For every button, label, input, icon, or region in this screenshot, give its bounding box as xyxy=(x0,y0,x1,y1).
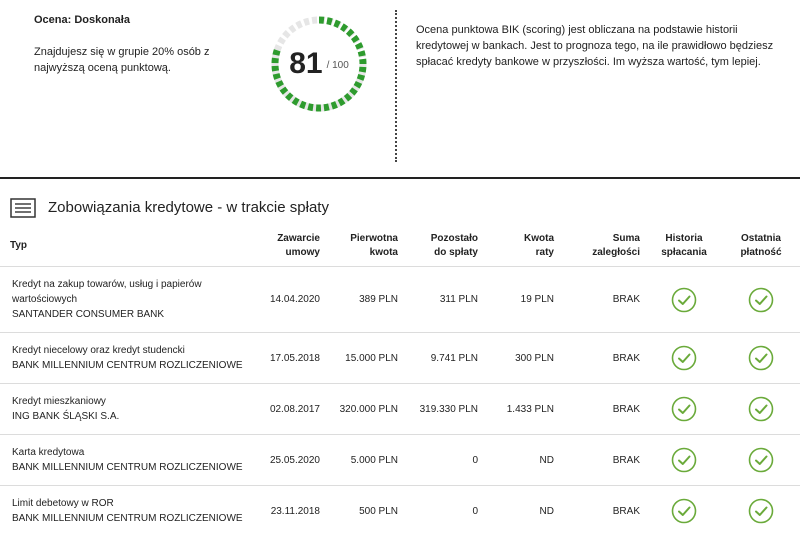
list-icon xyxy=(10,198,36,218)
credit-type: Kredyt niecelowy oraz kredyt studencki xyxy=(12,345,185,356)
installment-amount: 1.433 PLN xyxy=(484,383,560,435)
header-last-payment: Ostatnia płatność xyxy=(740,233,782,258)
check-icon xyxy=(748,498,774,524)
credit-type: Kredyt na zakup towarów, usług i papieró… xyxy=(12,279,202,290)
header-installment: Kwota raty xyxy=(524,233,554,258)
contract-date: 23.11.2018 xyxy=(250,485,326,536)
remaining-amount: 0 xyxy=(404,434,484,486)
arrears: BRAK xyxy=(560,485,646,536)
score-gauge-ring xyxy=(271,16,367,112)
header-type: Typ xyxy=(10,240,28,251)
original-amount: 389 PLN xyxy=(326,266,404,333)
credit-table: Typ Zawarcie umowy Pierwotna kwota Pozosta… xyxy=(0,226,800,536)
score-gauge: 81 / 100 xyxy=(268,13,370,115)
credit-type: Karta kredytowa xyxy=(12,447,85,458)
arrears: BRAK xyxy=(560,383,646,435)
section-title: Zobowiązania kredytowe - w trakcie spłat… xyxy=(48,199,329,216)
score-value: 81 xyxy=(289,47,323,80)
bank-name: SANTANDER CONSUMER BANK xyxy=(12,309,165,320)
table-row: Kredyt niecelowy oraz kredyt studencki B… xyxy=(0,332,800,384)
header-arrears: Suma zaległości xyxy=(592,233,640,258)
vertical-divider xyxy=(395,10,397,162)
check-icon xyxy=(671,287,697,312)
arrears: BRAK xyxy=(560,266,646,333)
check-icon xyxy=(671,498,697,524)
section-header: Zobowiązania kredytowe - w trakcie spłat… xyxy=(0,194,800,224)
check-icon xyxy=(671,396,697,422)
header-date: Zawarcie umowy xyxy=(277,233,320,258)
section-divider xyxy=(0,177,800,179)
rating-label: Ocena: Doskonała xyxy=(34,14,130,26)
check-icon xyxy=(748,345,774,371)
installment-amount: ND xyxy=(484,485,560,536)
installment-amount: 300 PLN xyxy=(484,332,560,384)
remaining-amount: 311 PLN xyxy=(404,266,484,333)
score-panel: Ocena: Doskonała Znajdujesz się w grupie… xyxy=(0,0,800,178)
check-icon xyxy=(748,396,774,422)
installment-amount: ND xyxy=(484,434,560,486)
check-icon xyxy=(671,447,697,473)
table-row: Limit debetowy w ROR BANK MILLENNIUM CEN… xyxy=(0,485,800,536)
check-icon xyxy=(671,345,697,371)
credit-type-continued: wartościowych xyxy=(12,294,78,305)
credit-type: Limit debetowy w ROR xyxy=(12,498,114,509)
contract-date: 25.05.2020 xyxy=(250,434,326,486)
original-amount: 15.000 PLN xyxy=(326,332,404,384)
bank-name: BANK MILLENNIUM CENTRUM ROZLICZENIOWE xyxy=(12,360,243,371)
original-amount: 320.000 PLN xyxy=(326,383,404,435)
table-row: Kredyt mieszkaniowy ING BANK ŚLĄSKI S.A.… xyxy=(0,383,800,435)
contract-date: 17.05.2018 xyxy=(250,332,326,384)
score-max: / 100 xyxy=(326,59,349,71)
contract-date: 02.08.2017 xyxy=(250,383,326,435)
table-header-row: Typ Zawarcie umowy Pierwotna kwota Pozosta… xyxy=(0,226,800,267)
header-original: Pierwotna kwota xyxy=(350,233,398,258)
original-amount: 5.000 PLN xyxy=(326,434,404,486)
header-history: Historia spłacania xyxy=(661,233,707,258)
header-remaining: Pozostało do spłaty xyxy=(430,233,478,258)
contract-date: 14.04.2020 xyxy=(250,266,326,333)
installment-amount: 19 PLN xyxy=(484,266,560,333)
check-icon xyxy=(748,287,774,312)
bank-name: BANK MILLENNIUM CENTRUM ROZLICZENIOWE xyxy=(12,513,243,524)
remaining-amount: 0 xyxy=(404,485,484,536)
remaining-amount: 9.741 PLN xyxy=(404,332,484,384)
credit-type: Kredyt mieszkaniowy xyxy=(12,396,106,407)
bank-name: BANK MILLENNIUM CENTRUM ROZLICZENIOWE xyxy=(12,462,243,473)
arrears: BRAK xyxy=(560,332,646,384)
bank-name: ING BANK ŚLĄSKI S.A. xyxy=(12,411,120,422)
table-row: Kredyt na zakup towarów, usług i papieró… xyxy=(0,266,800,333)
score-description: Ocena punktowa BIK (scoring) jest oblicz… xyxy=(416,24,774,68)
group-text: Znajdujesz się w grupie 20% osób z najwy… xyxy=(34,46,210,74)
remaining-amount: 319.330 PLN xyxy=(404,383,484,435)
arrears: BRAK xyxy=(560,434,646,486)
check-icon xyxy=(748,447,774,473)
table-row: Karta kredytowa BANK MILLENNIUM CENTRUM … xyxy=(0,434,800,486)
original-amount: 500 PLN xyxy=(326,485,404,536)
